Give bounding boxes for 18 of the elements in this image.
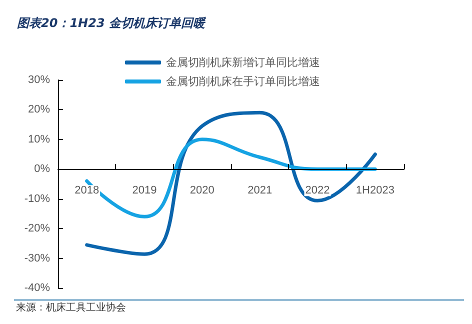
y-tick-label: 0% — [34, 163, 50, 176]
source-note: 来源：机床工具工业协会 — [16, 302, 126, 314]
x-tick-label: 2022 — [305, 184, 330, 197]
y-tick-label: -10% — [24, 192, 50, 205]
legend-label: 金属切削机床新增订单同比增速 — [166, 56, 320, 69]
chart-title: 图表20：1H23 金切机床订单回暖 — [17, 16, 207, 30]
x-tick-label: 2018 — [74, 184, 100, 197]
y-tick-label: -20% — [24, 222, 50, 235]
x-tick-label: 2020 — [190, 184, 214, 197]
x-tick-label: 1H2023 — [356, 184, 394, 197]
y-tick-label: -40% — [24, 282, 50, 294]
x-tick-label: 2019 — [132, 184, 157, 197]
legend-label: 金属切削机床在手订单同比增速 — [166, 75, 320, 88]
y-tick-label: 20% — [28, 104, 50, 116]
y-tick-label: -30% — [24, 252, 50, 264]
y-tick-label: 30% — [28, 74, 50, 86]
x-tick-label: 2021 — [248, 184, 272, 197]
y-tick-label: 10% — [28, 133, 50, 146]
